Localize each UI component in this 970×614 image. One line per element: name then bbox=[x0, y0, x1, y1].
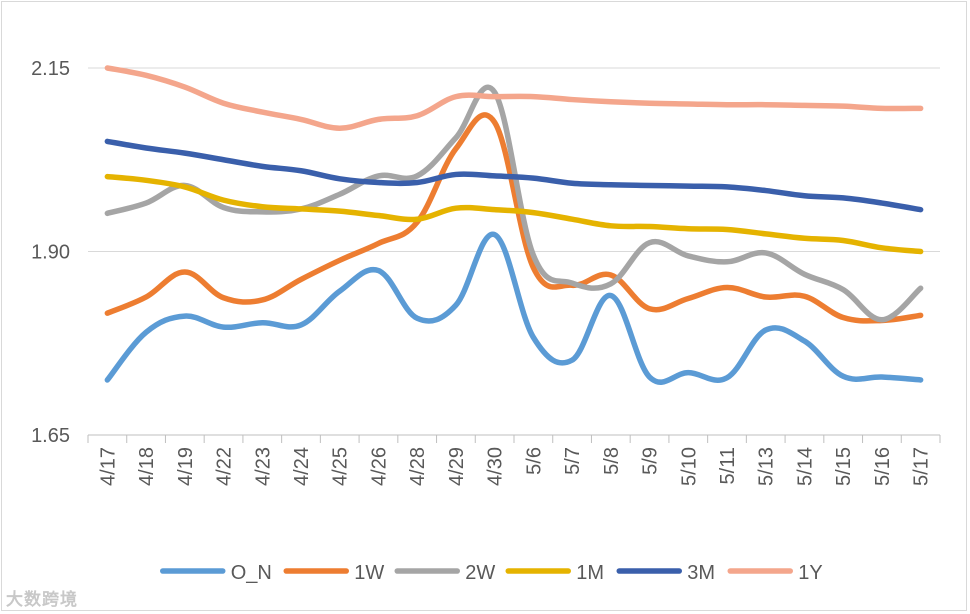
x-tick-label: 4/29 bbox=[446, 447, 468, 486]
x-tick-label: 5/17 bbox=[911, 447, 933, 486]
x-tick-label: 4/24 bbox=[291, 447, 313, 486]
legend-label-1m: 1M bbox=[576, 562, 604, 584]
series-line-3m bbox=[104, 138, 924, 213]
legend-label-2w: 2W bbox=[465, 562, 495, 584]
x-tick-label: 5/13 bbox=[756, 447, 778, 486]
legend: O_N 1W 2W 1M 3M 1Y bbox=[160, 562, 823, 584]
legend-label-o_n: O_N bbox=[231, 562, 272, 584]
series-line-2w bbox=[104, 84, 924, 323]
x-tick-label: 5/7 bbox=[562, 447, 584, 475]
x-tick-label: 4/26 bbox=[368, 447, 390, 486]
y-tick-label: 2.15 bbox=[31, 58, 70, 80]
legend-label-1w: 1W bbox=[354, 562, 384, 584]
series-line-o_n bbox=[104, 231, 924, 385]
x-tick-label: 5/16 bbox=[872, 447, 894, 486]
x-tick-label: 5/8 bbox=[601, 447, 623, 475]
y-tick-label: 1.65 bbox=[31, 425, 70, 447]
x-tick-label: 5/15 bbox=[833, 447, 855, 486]
x-tick-label: 4/25 bbox=[330, 447, 352, 486]
x-tick-label: 4/18 bbox=[136, 447, 158, 486]
x-tick-label: 4/17 bbox=[97, 447, 119, 486]
x-tick-label: 4/23 bbox=[252, 447, 274, 486]
x-tick-label: 5/11 bbox=[717, 447, 739, 484]
x-tick-label: 4/28 bbox=[407, 447, 429, 486]
legend-label-3m: 3M bbox=[687, 562, 715, 584]
x-tick-label: 4/19 bbox=[175, 447, 197, 486]
x-tick-label: 4/22 bbox=[214, 447, 236, 486]
x-tick-label: 5/14 bbox=[794, 447, 816, 486]
series-line-1w bbox=[104, 112, 924, 324]
x-tick-label: 4/30 bbox=[485, 447, 507, 486]
x-axis: 4/17 4/18 4/19 4/22 4/23 4/24 4/25 4/26 4/28 4/29… bbox=[87, 434, 941, 486]
y-axis: 1.65 1.90 2.15 bbox=[31, 58, 70, 447]
series-line-1y bbox=[104, 65, 924, 131]
watermark: 大数跨境 bbox=[6, 590, 78, 609]
x-tick-label: 5/9 bbox=[640, 447, 662, 475]
x-tick-label: 5/6 bbox=[523, 447, 545, 475]
series-line-1m bbox=[104, 173, 924, 255]
legend-label-1y: 1Y bbox=[798, 562, 822, 584]
y-tick-label: 1.90 bbox=[31, 242, 70, 264]
gridlines bbox=[88, 67, 940, 252]
x-tick-label: 5/10 bbox=[678, 447, 700, 486]
series-lines bbox=[104, 65, 924, 385]
